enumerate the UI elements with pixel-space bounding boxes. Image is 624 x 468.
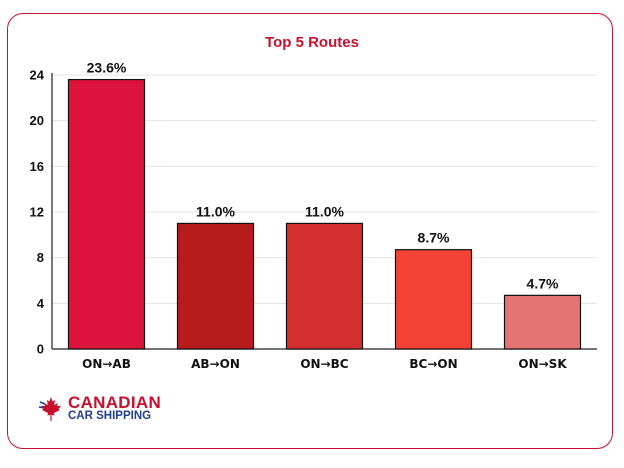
x-tick-label: ON→SK (518, 357, 567, 371)
data-label: 11.0% (305, 203, 344, 219)
logo-text-secondary: CAR SHIPPING (68, 410, 152, 422)
data-label: 23.6% (87, 60, 127, 76)
bar-3 (394, 249, 473, 350)
chart-title: Top 5 Routes (265, 34, 359, 51)
y-tick-label: 8 (37, 250, 44, 265)
data-label: 8.7% (418, 230, 450, 246)
maple-leaf-icon (38, 397, 61, 421)
bar-0 (67, 78, 146, 350)
data-label: 11.0% (196, 203, 235, 219)
x-tick-label: ON→BC (300, 357, 348, 371)
y-tick-label: 12 (30, 205, 44, 220)
y-tick-label: 24 (30, 68, 45, 83)
bar-1 (176, 222, 255, 350)
x-tick-label: AB→ON (191, 357, 240, 371)
data-label: 4.7% (527, 275, 559, 291)
bar-4 (503, 294, 582, 350)
y-tick-label: 0 (37, 342, 44, 357)
y-tick-label: 4 (37, 296, 45, 311)
x-tick-label: ON→AB (82, 357, 131, 371)
y-tick-label: 16 (30, 159, 44, 174)
x-tick-label: BC→ON (409, 357, 457, 371)
bar-2 (285, 222, 364, 350)
logo-text-primary: CANADIAN (68, 393, 162, 412)
y-tick-label: 20 (30, 113, 44, 128)
